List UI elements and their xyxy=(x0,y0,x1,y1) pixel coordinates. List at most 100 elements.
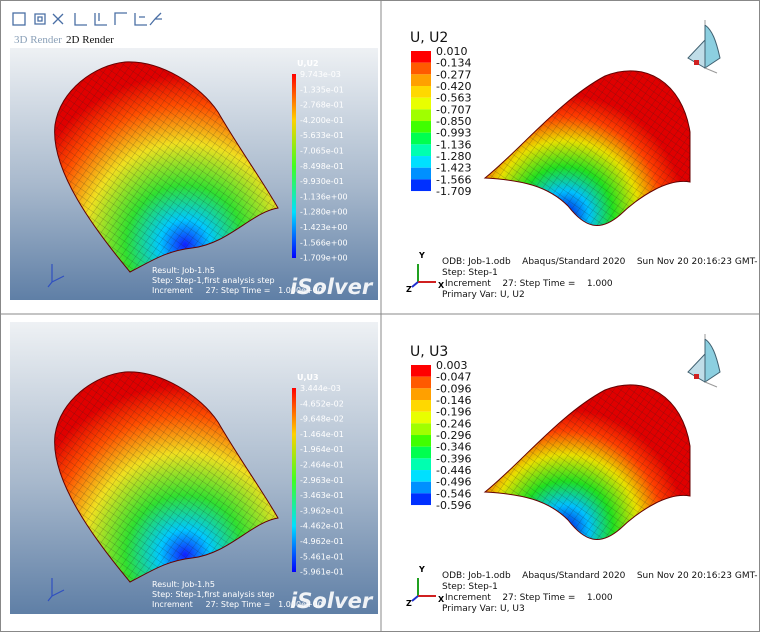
legend-label: -3.962e-01 xyxy=(300,506,344,515)
legend-swatch xyxy=(411,400,431,412)
legend-swatch xyxy=(411,481,431,494)
legend-label: 3.444e-03 xyxy=(300,384,341,393)
legend-label: -1.280 xyxy=(436,150,471,163)
legend-label: -2.768e-01 xyxy=(300,101,344,110)
legend-label: -0.296 xyxy=(436,429,471,442)
legend-label: -5.961e-01 xyxy=(300,568,344,577)
tool-icon[interactable] xyxy=(52,13,64,25)
legend-swatch xyxy=(411,156,431,168)
legend-swatch xyxy=(411,62,431,75)
axis-icon xyxy=(47,264,65,288)
info-text: ODB: Job-1.odb Abaqus/Standard 2020 Sun … xyxy=(442,257,758,267)
legend-label: -1.464e-01 xyxy=(300,430,344,439)
legend-label: -3.463e-01 xyxy=(300,491,344,500)
triad-label: Y xyxy=(418,251,425,260)
legend-title: U, U2 xyxy=(410,30,448,46)
info-text: Increment 27: Step Time = 1.000 xyxy=(445,593,613,603)
triad xyxy=(411,281,419,288)
info-text: Increment 27: Step Time = 1.000 xyxy=(445,279,613,289)
info-text: Increment 27: Step Time = 1.000e+00 xyxy=(152,600,323,609)
tool-icon[interactable] xyxy=(34,13,46,25)
legend-label: -7.065e-01 xyxy=(300,147,344,156)
mesh xyxy=(485,70,690,226)
legend-label: -0.096 xyxy=(436,382,471,395)
legend-label: -0.246 xyxy=(436,417,471,430)
view-cube xyxy=(704,24,721,69)
triad-label: X xyxy=(438,281,445,290)
legend-label: -0.346 xyxy=(436,441,471,454)
legend-label: 0.010 xyxy=(436,45,468,58)
legend-label: -1.136e+00 xyxy=(300,192,348,201)
tab: 2D Render xyxy=(66,34,114,46)
legend-swatch xyxy=(411,132,431,145)
info-text: Result: Job-1.h5 xyxy=(152,266,215,275)
info-text: ODB: Job-1.odb Abaqus/Standard 2020 Sun … xyxy=(442,571,758,581)
legend-label: -0.196 xyxy=(436,406,471,419)
info-text: Step: Step-1,first analysis step xyxy=(152,590,275,599)
abaqus-panel: U, U30.003-0.047-0.096-0.146-0.196-0.246… xyxy=(406,334,758,614)
view-cube xyxy=(704,20,718,74)
isolver-panel: U,U2 9.743e-03 -1.335e-01 -2.768e-01 -4.200e… xyxy=(10,48,378,300)
legend-label: -4.200e-01 xyxy=(300,116,344,125)
tool-icon[interactable] xyxy=(94,13,107,26)
legend-label: -4.962e-01 xyxy=(300,537,344,546)
view-cube xyxy=(704,334,718,388)
legend-swatch xyxy=(411,388,431,401)
legend-title: U, U3 xyxy=(410,344,448,360)
legend-label: -0.446 xyxy=(436,464,471,477)
legend-swatch xyxy=(411,97,431,110)
legend-label: -0.563 xyxy=(436,92,471,105)
legend-label: -1.280e+00 xyxy=(300,208,348,217)
triad-label: X xyxy=(438,595,445,604)
logo: iSolver xyxy=(290,589,374,613)
abaqus-panel: U, U20.010-0.134-0.277-0.420-0.563-0.707… xyxy=(406,20,758,300)
legend-label: -4.462e-01 xyxy=(300,522,344,531)
legend-label: -0.146 xyxy=(436,394,471,407)
triad-label: Y xyxy=(418,565,425,574)
tool-icon[interactable] xyxy=(74,13,87,26)
axis-icon xyxy=(47,578,65,602)
info-text: Primary Var: U, U3 xyxy=(442,604,525,614)
legend-label: -5.461e-01 xyxy=(300,552,344,561)
legend-swatch xyxy=(411,179,431,192)
legend-title: U,U2 xyxy=(297,59,319,68)
legend-label: -9.648e-02 xyxy=(300,415,344,424)
isolver-panel: U,U3 3.444e-03 -4.652e-02 -9.648e-02 -1.464e… xyxy=(10,322,378,614)
legend-label: -0.496 xyxy=(436,476,471,489)
color-bar xyxy=(292,74,296,258)
legend-label: -1.566 xyxy=(436,173,471,186)
legend-label: -2.464e-01 xyxy=(300,461,344,470)
legend-label: -0.993 xyxy=(436,127,471,140)
legend-label: -1.136 xyxy=(436,138,471,151)
legend-swatch xyxy=(411,423,431,436)
legend-swatch xyxy=(411,435,431,447)
legend-swatch xyxy=(411,167,431,180)
tab: 3D Render xyxy=(14,34,62,46)
legend-label: -0.420 xyxy=(436,80,471,93)
mesh xyxy=(485,384,690,540)
legend-label: -5.633e-01 xyxy=(300,131,344,140)
logo: iSolver xyxy=(290,275,374,299)
legend-swatch xyxy=(411,365,431,377)
legend-swatch xyxy=(411,121,431,133)
view-cube xyxy=(704,338,721,383)
legend-label: 0.003 xyxy=(436,359,468,372)
mesh xyxy=(54,371,278,582)
view-cube xyxy=(694,374,699,379)
toolbar xyxy=(12,12,162,26)
legend-label: -0.596 xyxy=(436,499,471,512)
legend-label: -9.930e-01 xyxy=(300,177,344,186)
legend-label: -0.850 xyxy=(436,115,471,128)
view-cube xyxy=(694,60,699,65)
tool-icon[interactable] xyxy=(114,12,127,25)
tool-icon[interactable] xyxy=(134,13,147,26)
tool-icon[interactable] xyxy=(149,12,162,26)
color-bar xyxy=(292,388,296,572)
legend-label: -1.709 xyxy=(436,185,471,198)
legend-label: -1.423e+00 xyxy=(300,223,348,232)
tool-icon[interactable] xyxy=(12,12,26,26)
legend-swatch xyxy=(411,86,431,98)
info-text: Step: Step-1 xyxy=(442,268,498,278)
legend-swatch xyxy=(411,376,431,389)
